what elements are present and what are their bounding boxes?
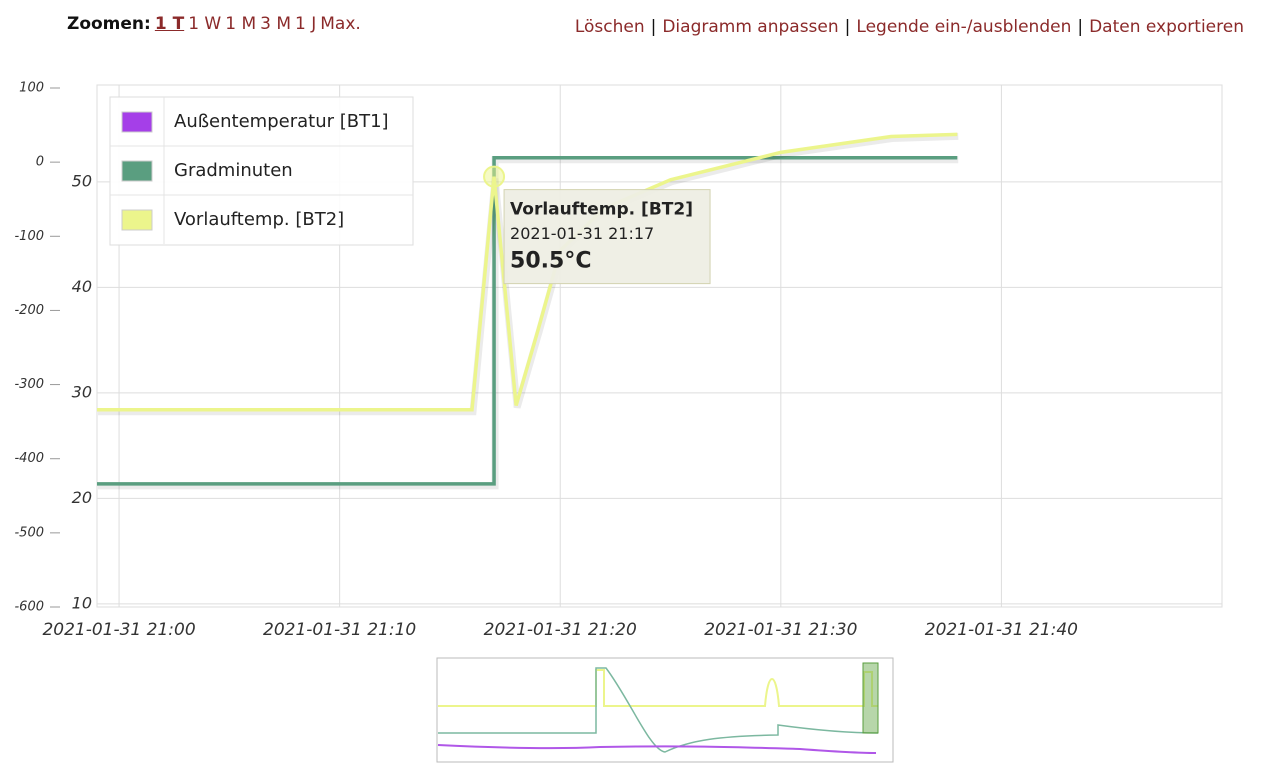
x-tick-label: 2021-01-31 21:20	[484, 620, 637, 640]
action-link[interactable]: Diagramm anpassen	[662, 17, 839, 37]
x-tick-label: 2021-01-31 21:40	[925, 620, 1078, 640]
legend-swatch	[121, 160, 153, 182]
y2-tick-label: -400	[14, 451, 44, 466]
y2-tick-label: -500	[14, 525, 44, 540]
separator: |	[650, 17, 657, 37]
tooltip-title: Vorlauftemp. [BT2]	[510, 200, 693, 220]
separator: |	[1077, 17, 1084, 37]
legend-label: Gradminuten	[174, 160, 293, 181]
actions: Löschen | Diagramm anpassen | Legende ein-/a…	[564, 14, 1244, 40]
y-tick-label: 10	[72, 593, 92, 612]
y-tick-label: 40	[72, 277, 92, 296]
y2-tick-label: -100	[14, 229, 44, 244]
legend-label: Vorlauftemp. [BT2]	[174, 209, 344, 230]
y2-tick-label: -200	[14, 303, 44, 318]
zoom-option[interactable]: Max.	[320, 14, 361, 34]
zoom-option[interactable]: 1 M	[225, 14, 257, 34]
action-link[interactable]: Legende ein-/ausblenden	[856, 17, 1072, 37]
tooltip-value: 50.5°C	[510, 249, 591, 274]
navigator-line	[438, 667, 879, 753]
tooltip: Vorlauftemp. [BT2] 2021-01-31 21:17 50.5°C	[503, 189, 711, 285]
y2-tick-label: 100	[19, 81, 44, 96]
legend-box	[109, 96, 414, 246]
x-tick-label: 2021-01-31 21:30	[704, 620, 857, 640]
y-tick-label: 20	[72, 488, 92, 507]
navigator-frame	[436, 657, 894, 763]
legend[interactable]: Außentemperatur [BT1] Gradminuten Vorlauft…	[109, 96, 414, 246]
legend-swatch	[121, 111, 153, 133]
tooltip-marker	[483, 165, 506, 188]
navigator-window[interactable]	[862, 662, 879, 734]
plot-frame	[96, 84, 1223, 608]
tooltip-date: 2021-01-31 21:17	[510, 224, 654, 243]
zoom-option[interactable]: 1 W	[188, 14, 222, 34]
action-link[interactable]: Löschen	[574, 17, 645, 37]
zoom-option[interactable]: 1 T	[154, 14, 185, 34]
x-tick-label: 2021-01-31 21:00	[42, 620, 195, 640]
legend-swatch	[121, 209, 153, 231]
legend-label: Außentemperatur [BT1]	[174, 111, 389, 132]
y-tick-label: 50	[72, 171, 92, 190]
zoom-label: Zoomen:	[67, 14, 151, 34]
navigator[interactable]	[436, 657, 894, 763]
zoom-option[interactable]: 3 M	[260, 14, 291, 34]
action-link[interactable]: Daten exportieren	[1089, 17, 1244, 37]
x-tick-label: 2021-01-31 21:10	[263, 620, 416, 640]
y2-tick-label: -300	[14, 377, 44, 392]
zoom-option[interactable]: 1 J	[295, 14, 317, 34]
y2-tick-label: -600	[14, 600, 44, 615]
series-line	[97, 155, 958, 486]
separator: |	[844, 17, 851, 37]
tooltip-box	[503, 189, 711, 285]
y2-tick-label: 0	[36, 155, 44, 170]
navigator-line	[437, 744, 877, 754]
y-tick-label: 30	[72, 382, 92, 401]
